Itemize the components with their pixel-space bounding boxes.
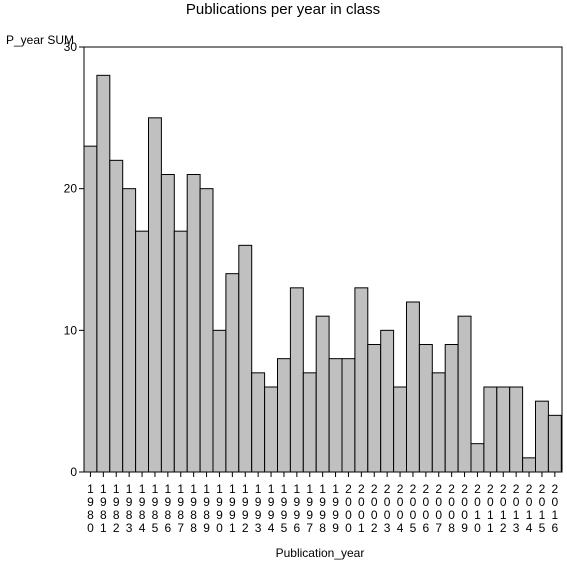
bar-2004 [393, 386, 408, 473]
bars [83, 74, 562, 473]
bar-1998 [315, 315, 330, 473]
bar-1981 [96, 74, 111, 473]
bar-1995 [277, 358, 291, 473]
bar-2014 [522, 457, 536, 473]
bar-2002 [367, 344, 382, 473]
bar-1990 [212, 329, 227, 473]
chart-title: Publications per year in class [186, 1, 380, 18]
bar-1983 [122, 188, 137, 473]
y-axis: 0 10 20 30 [64, 40, 84, 479]
bar-2016 [547, 414, 562, 473]
bar-1999 [328, 358, 343, 473]
bar-2015 [535, 400, 549, 473]
bar-2013 [509, 386, 524, 473]
bar-2000 [341, 358, 356, 473]
bar-2008 [444, 344, 459, 473]
bar-2007 [431, 372, 446, 473]
bar-1991 [225, 273, 240, 473]
bar-1985 [148, 117, 162, 473]
bar-2005 [406, 301, 420, 473]
x-axis: 1 9 8 0 1 9 8 1 1 9 8 2 1 9 8 3 1 9 8 4 1 9 8 5 1 9 8 6 1 9 8 7 1 9 8 8 1 9 8 9… [87, 472, 559, 535]
bar-1997 [302, 372, 317, 473]
bar-1993 [251, 372, 266, 473]
bar-2009 [457, 315, 472, 473]
bar-1994 [264, 386, 279, 473]
x-axis-label: Publication_year [276, 546, 365, 560]
bar-1987 [173, 230, 188, 473]
bar-1980 [83, 145, 98, 473]
bar-1986 [160, 174, 175, 473]
y-tick-label: 30 [64, 40, 78, 54]
y-axis-label: P_year SUM [6, 33, 74, 47]
y-tick-label: 10 [64, 323, 78, 337]
bar-1984 [135, 230, 150, 473]
bar-2012 [496, 386, 511, 473]
y-tick-label: 0 [70, 465, 77, 479]
bar-2001 [354, 287, 369, 473]
bar-2011 [483, 386, 498, 473]
bar-2006 [418, 344, 433, 473]
bar-1996 [289, 287, 304, 473]
bar-1992 [238, 244, 253, 473]
bar-1982 [109, 159, 124, 473]
bar-2003 [380, 329, 395, 473]
bar-2010 [470, 443, 485, 473]
bar-1989 [199, 188, 214, 473]
bar-1988 [186, 174, 201, 473]
y-tick-label: 20 [64, 182, 78, 196]
